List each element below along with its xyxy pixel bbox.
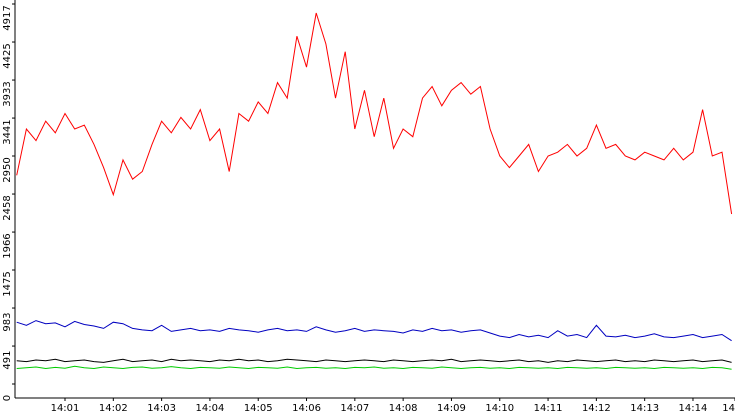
y-tick-label: 3933 [2,81,13,106]
series-line [16,12,733,215]
x-tick-label: 14:14 [679,403,708,414]
x-tick-label: 14:11 [534,403,563,414]
x-tick-label: 14:01 [51,403,80,414]
series-line [16,358,732,363]
x-tick-label: 14:03 [147,403,176,414]
y-tick-label: 1966 [2,233,13,258]
y-tick-label: 491 [2,351,13,370]
x-tick-label: 14:08 [389,403,418,414]
y-tick-label: 2950 [2,157,13,182]
y-tick-label: 0 [2,395,13,401]
x-tick-label: 14:05 [244,403,273,414]
y-tick-label: 3441 [2,119,13,144]
series-line [16,320,732,342]
x-tick-label: 14:02 [99,403,128,414]
x-tick-label: 14:06 [292,403,321,414]
y-tick-label: 4917 [2,5,13,30]
x-tick-label: 14:04 [196,403,225,414]
x-tick-label: 14:13 [630,403,659,414]
x-tick-label: 14:10 [485,403,514,414]
y-tick-label: 983 [2,312,13,331]
x-tick-label: 14:07 [340,403,369,414]
y-tick-label: 4425 [2,43,13,68]
y-tick-label: 2458 [2,195,13,220]
x-tick-label: 14:09 [437,403,466,414]
x-tick-label: 14:12 [582,403,611,414]
y-tick-label: 1475 [2,271,13,296]
series-line [16,365,732,370]
x-tick-label: 14 [722,403,735,414]
